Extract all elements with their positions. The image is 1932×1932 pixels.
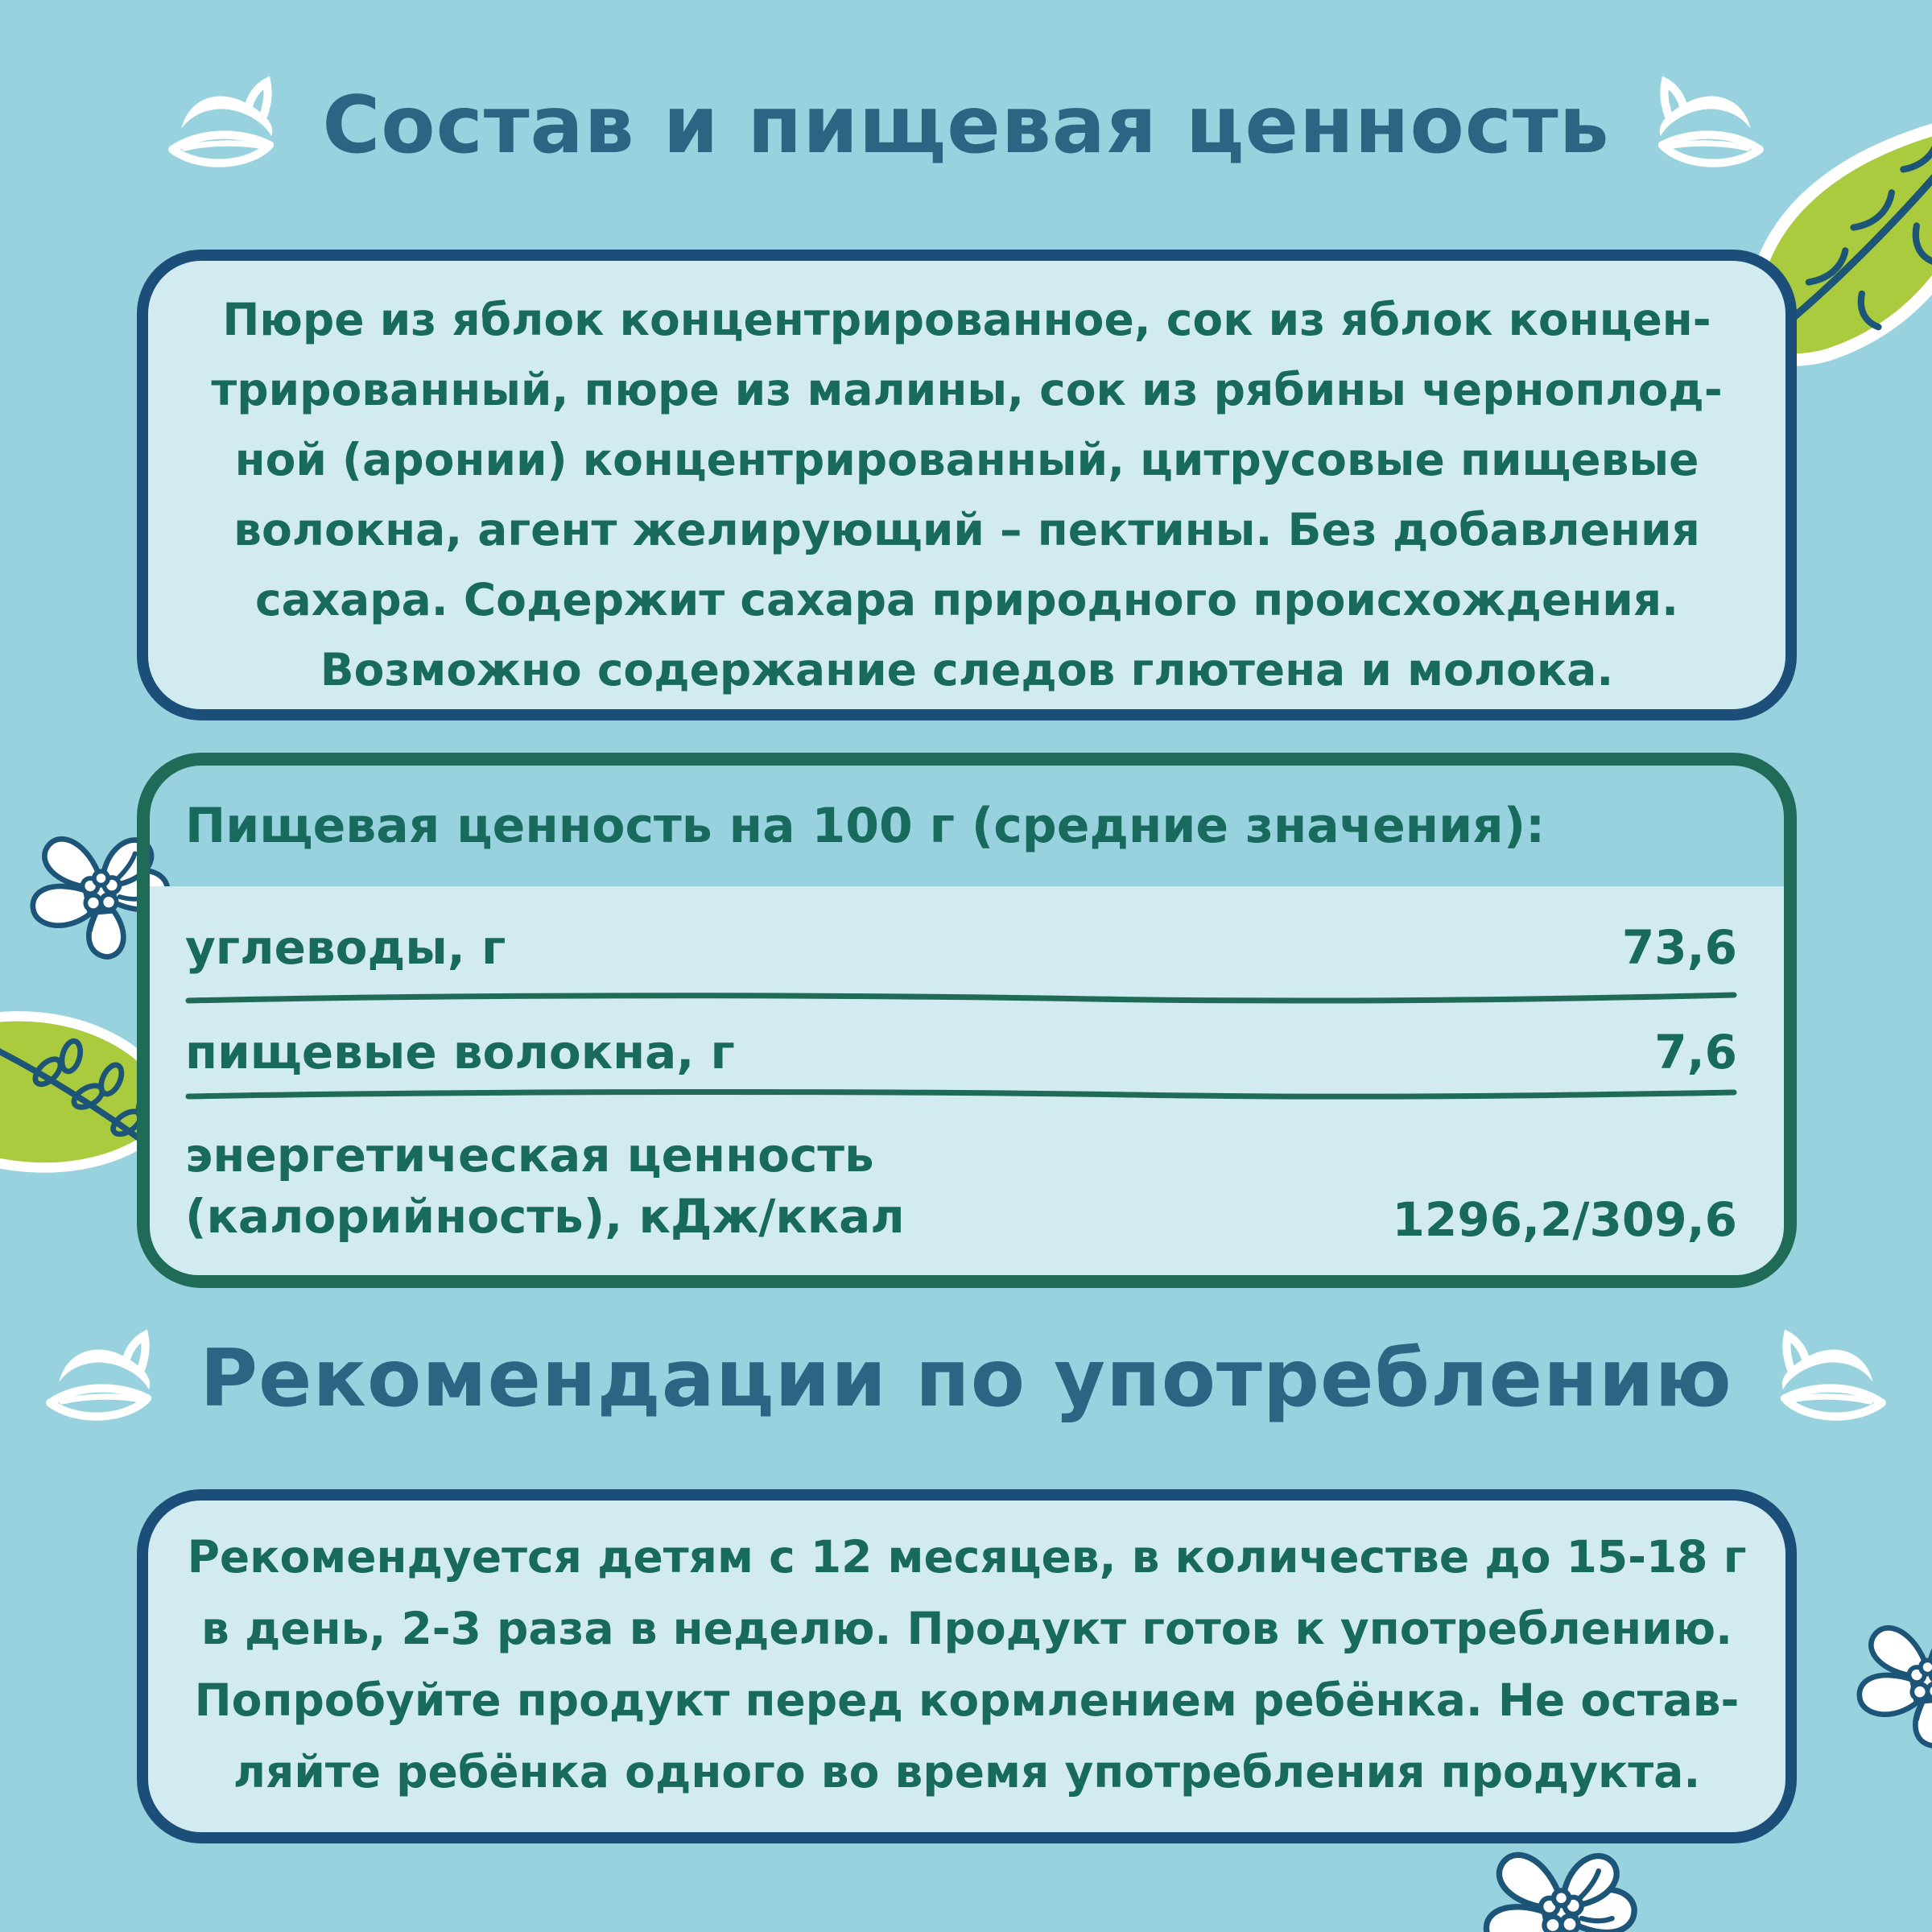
recommendations-panel: Рекомендуется детям с 12 месяцев, в коли… xyxy=(137,1489,1797,1843)
leaf-sprig-icon xyxy=(1766,1327,1887,1431)
nutrition-row-energy: энергетическая ценность (калорийность), … xyxy=(185,1125,1737,1247)
white-flower-illustration-bottom xyxy=(1475,1837,1648,1932)
nutrition-row-label: энергетическая ценность (калорийность), … xyxy=(185,1128,905,1244)
nutrition-row-carbohydrates: углеводы, г 73,6 xyxy=(185,920,1737,975)
nutrition-table-header: Пищевая ценность на 100 г (средние значе… xyxy=(185,798,1546,854)
leaf-sprig-icon xyxy=(45,1327,166,1431)
section-heading-composition: Состав и пищевая ценность xyxy=(0,53,1932,198)
leaf-sprig-icon xyxy=(1644,73,1765,178)
ingredients-panel: Пюре из яблок концентрированное, сок из … xyxy=(137,250,1797,720)
section-heading-recommendations: Рекомендации по употреблению xyxy=(0,1302,1932,1455)
recommendations-text-line: Рекомендуется детям с 12 месяцев, в коли… xyxy=(187,1531,1747,1583)
recommendations-text-line: Попробуйте продукт перед кормлением ребё… xyxy=(194,1674,1740,1726)
ingredients-text-line: трированный, пюре из малины, сок из ряби… xyxy=(211,364,1723,415)
composition-title: Состав и пищевая ценность xyxy=(322,80,1610,171)
nutrition-row-label: пищевые волокна, г xyxy=(185,1025,735,1080)
row-separator-line xyxy=(185,1088,1737,1100)
nutrition-row-value: 1296,2/309,6 xyxy=(1392,1192,1737,1247)
white-flower-illustration-right xyxy=(1849,1612,1932,1758)
ingredients-text-line: волокна, агент желирующий – пектины. Без… xyxy=(233,504,1700,555)
ingredients-text-line: ной (аронии) концентрированный, цитрусов… xyxy=(234,434,1699,485)
nutrition-panel: Пищевая ценность на 100 г (средние значе… xyxy=(137,753,1797,1288)
nutrition-row-value: 73,6 xyxy=(1621,920,1737,975)
ingredients-text-line: Возможно содержание следов глютена и мол… xyxy=(320,644,1614,696)
recommendations-title: Рекомендации по употреблению xyxy=(200,1333,1732,1425)
recommendations-text-line: ляйте ребёнка одного во время употреблен… xyxy=(233,1746,1701,1798)
ingredients-text-line: сахара. Содержит сахара природного проис… xyxy=(254,574,1678,625)
nutrition-table-background xyxy=(150,886,1784,1275)
nutrition-row-value: 7,6 xyxy=(1654,1025,1737,1080)
leaf-sprig-icon xyxy=(167,73,288,178)
recommendations-text-line: в день, 2-3 раза в неделю. Продукт готов… xyxy=(201,1603,1732,1654)
nutrition-row-fiber: пищевые волокна, г 7,6 xyxy=(185,1025,1737,1080)
nutrition-row-label: углеводы, г xyxy=(185,920,506,975)
ingredients-text-line: Пюре из яблок концентрированное, сок из … xyxy=(222,294,1711,345)
row-separator-line xyxy=(185,991,1737,1004)
